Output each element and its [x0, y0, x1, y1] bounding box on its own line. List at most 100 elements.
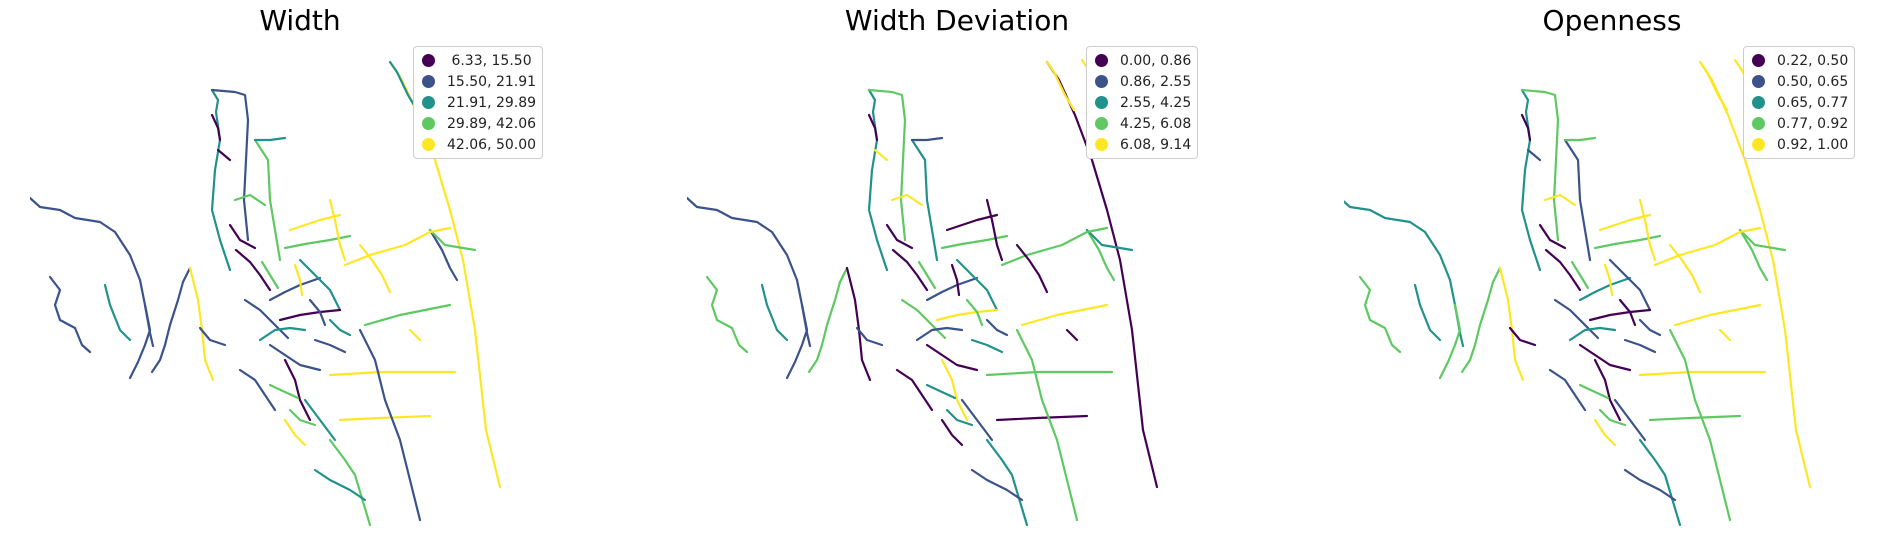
- street-segment: [1045, 60, 1076, 112]
- street-segment: [1698, 60, 1729, 112]
- street-segment: [298, 258, 342, 312]
- street-segment: [1538, 223, 1567, 250]
- legend-item: 0.65, 0.77: [1752, 92, 1848, 113]
- street-segment: [103, 283, 132, 342]
- panel-title: Width Deviation: [844, 4, 1070, 37]
- street-segment: [760, 283, 789, 342]
- panel-title: Width: [259, 4, 341, 37]
- street-segment: [388, 60, 419, 112]
- street-segment: [328, 370, 457, 377]
- legend-label: 6.08, 9.14: [1120, 136, 1192, 153]
- street-segment: [1593, 234, 1662, 250]
- street-segment: [1520, 88, 1560, 242]
- street-segment: [1588, 308, 1652, 322]
- street-segment: [283, 418, 307, 447]
- street-segment: [253, 136, 287, 142]
- street-segment: [1553, 298, 1600, 340]
- street-segment: [940, 234, 1009, 250]
- street-segment: [1653, 226, 1762, 267]
- street-segment: [867, 88, 907, 242]
- street-segment: [1568, 326, 1617, 342]
- street-segment: [785, 303, 809, 380]
- street-segment: [210, 88, 250, 242]
- street-segment: [965, 298, 984, 327]
- street-segment: [1570, 260, 1590, 290]
- street-segment: [128, 303, 152, 380]
- street-segment: [970, 338, 1004, 354]
- street-segment: [955, 258, 999, 312]
- street-segment: [1344, 200, 1465, 348]
- street-segment: [687, 196, 812, 348]
- street-segment: [210, 88, 232, 272]
- street-segment: [1544, 248, 1582, 292]
- street-segment: [1598, 408, 1627, 427]
- street-segment: [1618, 298, 1637, 327]
- street-segment: [910, 136, 944, 142]
- street-segment: [188, 266, 215, 382]
- street-segment: [216, 148, 232, 162]
- street-segment: [1638, 198, 1657, 262]
- street-segment: [363, 303, 452, 327]
- legend-item: 4.25, 6.08: [1095, 113, 1191, 134]
- street-segment: [234, 248, 272, 292]
- street-segment: [925, 343, 979, 372]
- street-segment: [985, 198, 1004, 262]
- street-segment: [1563, 136, 1597, 142]
- legend-swatch: [422, 54, 435, 67]
- street-segment: [1638, 438, 1682, 527]
- street-segment: [867, 113, 879, 142]
- street-segment: [925, 383, 957, 400]
- legend-swatch: [1752, 54, 1765, 67]
- legend-item: 21.91, 29.89: [422, 92, 536, 113]
- street-segment: [873, 148, 889, 162]
- street-segment: [283, 234, 352, 250]
- street-segment: [313, 468, 367, 502]
- street-segment: [1593, 358, 1622, 422]
- street-segment: [1020, 303, 1109, 327]
- street-segment: [1718, 328, 1732, 342]
- street-segment: [228, 223, 257, 250]
- legend-item: 6.08, 9.14: [1095, 134, 1191, 155]
- street-segment: [268, 343, 322, 372]
- street-segment: [233, 193, 267, 207]
- street-segment: [885, 223, 914, 250]
- legend-swatch: [1095, 138, 1108, 151]
- street-segment: [1460, 266, 1502, 374]
- map-panel-width-deviation: Width Deviation 0.00, 0.86 0.86, 2.55 2.…: [687, 0, 1227, 551]
- legend-item: 2.55, 4.25: [1095, 92, 1191, 113]
- street-segment: [1015, 328, 1079, 522]
- street-segment: [1613, 398, 1647, 442]
- street-segment: [890, 193, 924, 207]
- street-segment: [945, 213, 999, 232]
- street-segment: [891, 248, 929, 292]
- street-segment: [1638, 370, 1767, 377]
- street-segment: [985, 370, 1114, 377]
- street-segment: [288, 408, 317, 427]
- legend-item: 6.33, 15.50: [422, 50, 536, 71]
- street-segment: [1668, 328, 1732, 522]
- street-segment: [1520, 88, 1542, 272]
- legend-label: 0.92, 1.00: [1777, 136, 1849, 153]
- street-network-map: [30, 58, 502, 527]
- street-segment: [283, 358, 312, 422]
- legend: 0.00, 0.86 0.86, 2.55 2.55, 4.25 4.25, 6…: [1086, 46, 1199, 159]
- street-segment: [30, 196, 155, 348]
- street-segment: [268, 276, 322, 302]
- street-segment: [268, 383, 300, 400]
- street-segment: [1578, 276, 1632, 302]
- street-segment: [945, 408, 974, 427]
- legend: 0.22, 0.50 0.50, 0.65 0.65, 0.77 0.77, 0…: [1743, 46, 1856, 159]
- legend-swatch: [1095, 117, 1108, 130]
- street-segment: [1015, 243, 1049, 294]
- legend-item: 0.50, 0.65: [1752, 71, 1848, 92]
- street-segment: [338, 414, 432, 422]
- street-segment: [243, 298, 290, 340]
- street-segment: [1673, 303, 1762, 327]
- street-segment: [1000, 226, 1109, 267]
- street-segment: [1498, 266, 1525, 382]
- street-segment: [867, 88, 889, 272]
- street-segment: [313, 338, 347, 354]
- legend-label: 0.50, 0.65: [1777, 73, 1849, 90]
- street-segment: [1623, 468, 1677, 502]
- street-segment: [1593, 418, 1617, 447]
